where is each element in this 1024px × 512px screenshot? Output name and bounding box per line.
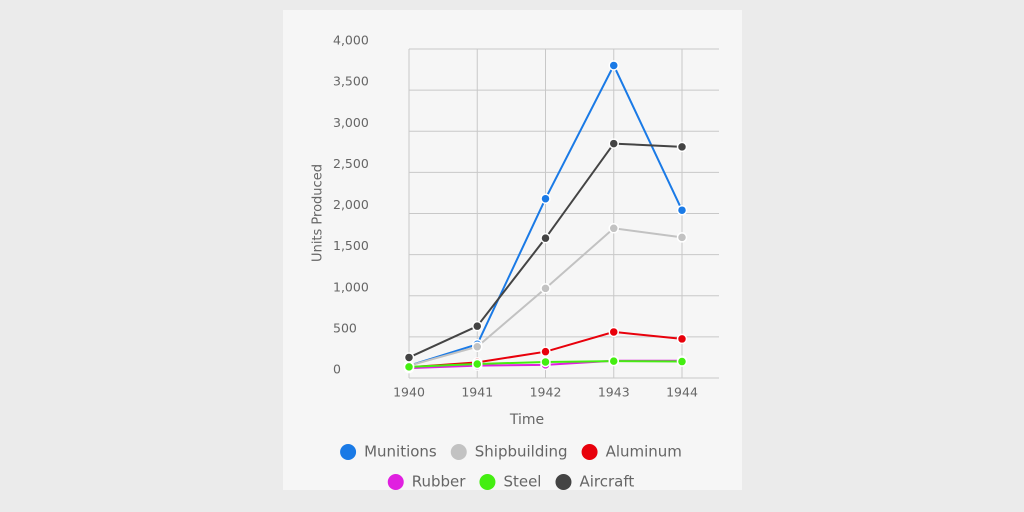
data-point (608, 223, 619, 234)
data-point (540, 193, 551, 204)
x-tick-label: 1940 (393, 385, 425, 400)
y-tick-label: 500 (333, 320, 357, 335)
legend-label: Shipbuilding (475, 443, 568, 461)
legend-label: Aluminum (606, 443, 682, 461)
legend-item[interactable]: Aircraft (555, 473, 634, 491)
legend-marker (555, 474, 572, 490)
data-point (540, 283, 551, 294)
y-tick-label: 3,000 (333, 115, 369, 130)
data-point (676, 232, 688, 243)
x-axis-label: Time (509, 412, 544, 428)
data-point (403, 352, 415, 363)
data-point (472, 358, 483, 370)
y-axis-label: Units Produced (311, 164, 326, 262)
data-point (608, 355, 619, 367)
legend-label: Rubber (412, 473, 467, 491)
data-point (472, 341, 483, 352)
x-tick-label: 1944 (666, 385, 698, 400)
y-tick-label: 4,000 (333, 33, 369, 48)
y-tick-label: 2,000 (333, 197, 369, 212)
data-point (472, 320, 483, 332)
y-tick-label: 0 (333, 362, 341, 377)
data-point (676, 356, 688, 367)
legend-marker (387, 474, 404, 490)
legend-item[interactable]: Shipbuilding (450, 443, 568, 461)
legend-item[interactable]: Rubber (387, 473, 467, 491)
data-point (676, 333, 688, 345)
x-tick-label: 1942 (530, 385, 562, 400)
legend-item[interactable]: Steel (479, 473, 541, 491)
data-point (676, 141, 688, 153)
legend-marker (450, 444, 467, 460)
data-point (608, 138, 619, 149)
x-tick-label: 1943 (598, 385, 630, 400)
y-tick-label: 2,500 (333, 156, 369, 171)
data-point (540, 346, 551, 357)
legend-item[interactable]: Munitions (340, 443, 437, 461)
x-tick-label: 1941 (461, 385, 493, 400)
legend-item[interactable]: Aluminum (581, 443, 682, 461)
data-point (540, 356, 551, 368)
data-point (608, 326, 619, 338)
legend-marker (340, 444, 357, 460)
legend-label: Aircraft (579, 473, 634, 491)
legend-marker (581, 444, 598, 460)
data-point (676, 204, 688, 216)
data-point (403, 361, 415, 373)
y-tick-label: 1,500 (333, 238, 369, 253)
data-point (540, 232, 551, 244)
data-point (608, 60, 619, 71)
legend-label: Steel (503, 473, 541, 491)
y-tick-label: 3,500 (333, 74, 369, 89)
legend-marker (479, 474, 496, 490)
legend-label: Munitions (364, 443, 437, 461)
y-tick-label: 1,000 (333, 279, 369, 294)
